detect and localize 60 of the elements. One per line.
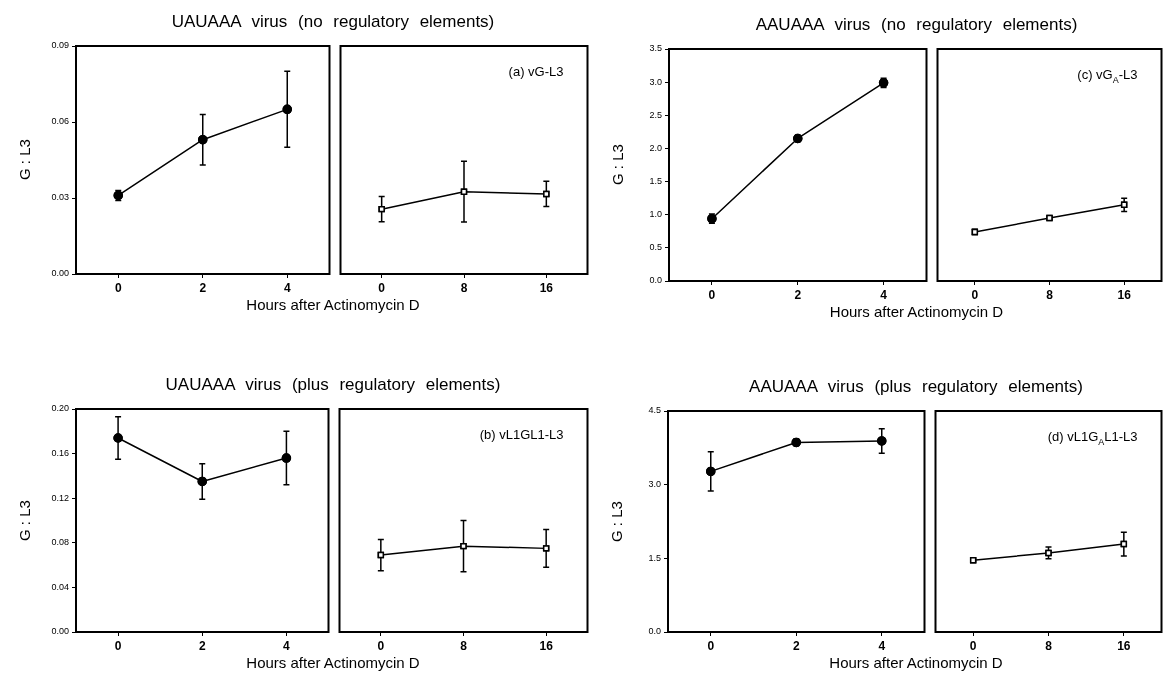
chart-title: AAUAAA virus (plus regulatory elements)	[748, 377, 1084, 397]
x-axis-title: Hours after Actinomycin D	[828, 654, 1004, 671]
y-tick-label: 0.08	[51, 537, 69, 548]
y-tick-label: 1.0	[649, 209, 662, 220]
x-tick-label: 8	[1045, 638, 1053, 653]
y-tick-label: 0.0	[649, 275, 662, 286]
chart-title: UAUAAA virus (plus regulatory elements)	[164, 375, 502, 395]
y-tick-label: 0.20	[51, 403, 69, 414]
x-tick-label: 2	[794, 287, 802, 302]
y-tick-label: 0.00	[51, 268, 69, 279]
annotation: (a) vG-L3	[508, 64, 564, 79]
x-tick-label: 16	[1117, 638, 1131, 653]
x-tick-label: 8	[1046, 287, 1054, 302]
y-axis-title: G : L3	[609, 143, 626, 188]
y-tick-label: 0.09	[51, 40, 69, 51]
x-tick-label: 0	[114, 280, 122, 295]
y-tick-label: 4.5	[648, 405, 661, 416]
x-tick-label: 0	[969, 638, 977, 653]
x-tick-label: 16	[1117, 287, 1132, 302]
x-tick-label: 16	[539, 280, 554, 295]
x-tick-label: 16	[539, 638, 554, 653]
x-tick-label: 4	[283, 280, 291, 295]
x-tick-label: 8	[460, 280, 468, 295]
y-tick-label: 0.5	[649, 242, 662, 253]
x-tick-label: 0	[377, 638, 385, 653]
x-tick-label: 4	[880, 287, 888, 302]
x-axis-title: Hours after Actinomycin D	[828, 303, 1005, 320]
x-tick-label: 0	[708, 287, 716, 302]
x-tick-label: 2	[198, 638, 206, 653]
y-tick-label: 0.00	[51, 626, 69, 637]
y-tick-label: 3.0	[648, 479, 661, 490]
x-tick-label: 0	[378, 280, 386, 295]
x-tick-label: 0	[707, 638, 715, 653]
x-tick-label: 0	[971, 287, 979, 302]
x-axis-title: Hours after Actinomycin D	[245, 654, 421, 671]
y-tick-label: 2.5	[649, 109, 662, 120]
y-tick-label: 1.5	[648, 552, 661, 563]
y-tick-label: 0.12	[51, 492, 69, 503]
y-tick-label: 0.16	[51, 448, 69, 459]
x-tick-label: 4	[878, 638, 886, 653]
y-axis-title: G : L3	[608, 500, 625, 544]
chart-title: AAUAAA virus (no regulatory elements)	[754, 15, 1079, 35]
y-tick-label: 3.5	[649, 43, 662, 54]
y-tick-label: 0.06	[51, 116, 69, 127]
x-axis-title: Hours after Actinomycin D	[245, 296, 421, 313]
x-tick-label: 4	[283, 638, 291, 653]
y-axis-title: G : L3	[16, 499, 33, 543]
y-tick-label: 0.03	[51, 192, 69, 203]
chart-title: UAUAAA virus (no regulatory elements)	[170, 12, 496, 32]
y-tick-label: 1.5	[649, 176, 662, 187]
y-axis-title: G : L3	[16, 138, 33, 183]
annotation: (b) vL1GL1-L3	[479, 427, 564, 442]
x-tick-label: 8	[460, 638, 468, 653]
y-tick-label: 0.04	[51, 581, 69, 592]
x-tick-label: 0	[114, 638, 122, 653]
x-tick-label: 2	[199, 280, 207, 295]
x-tick-label: 2	[792, 638, 800, 653]
y-tick-label: 2.0	[649, 142, 662, 153]
y-tick-label: 3.0	[649, 76, 662, 87]
y-tick-label: 0.0	[648, 626, 661, 637]
